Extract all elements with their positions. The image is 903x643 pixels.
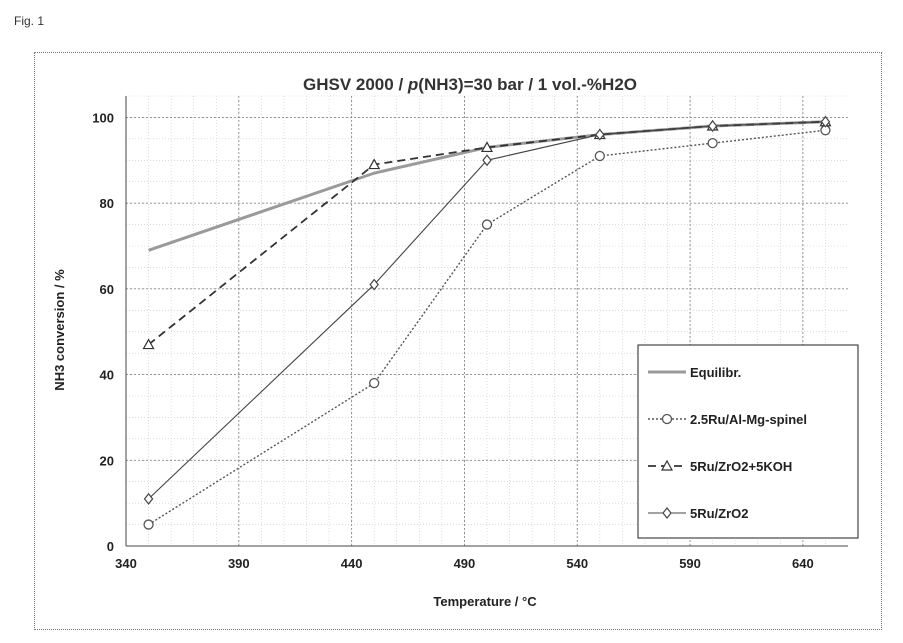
data-point [483, 220, 492, 229]
legend-label: 5Ru/ZrO2+5KOH [690, 459, 792, 474]
legend-label: 2.5Ru/Al-Mg-spinel [690, 412, 807, 427]
legend: Equilibr. 2.5Ru/Al-Mg-spinel 5Ru/ZrO2+5KOH… [638, 345, 858, 538]
series-3 [144, 117, 831, 349]
line-chart: GHSV 2000 / p(NH3)=30 bar / 1 vol.-%H2O … [0, 0, 903, 643]
data-point [144, 520, 153, 529]
x-tick-label: 440 [341, 556, 363, 571]
x-tick-label: 640 [792, 556, 814, 571]
y-tick-label: 80 [100, 196, 114, 211]
x-axis-label: Temperature / °C [433, 594, 537, 609]
y-tick-label: 60 [100, 282, 114, 297]
x-tick-label: 590 [679, 556, 701, 571]
data-point [708, 139, 717, 148]
x-tick-label: 340 [115, 556, 137, 571]
data-point [663, 415, 672, 424]
legend-label: 5Ru/ZrO2 [690, 506, 749, 521]
y-axis-label: NH3 conversion / % [52, 269, 67, 391]
y-tick-label: 0 [107, 539, 114, 554]
data-point [145, 494, 153, 504]
data-point [370, 379, 379, 388]
x-tick-label: 540 [566, 556, 588, 571]
y-tick-label: 100 [92, 110, 114, 125]
x-tick-label: 490 [454, 556, 476, 571]
y-tick-label: 20 [100, 453, 114, 468]
y-tick-label: 40 [100, 368, 114, 383]
legend-label: Equilibr. [690, 365, 741, 380]
x-tick-label: 390 [228, 556, 250, 571]
data-point [595, 152, 604, 161]
chart-title: GHSV 2000 / p(NH3)=30 bar / 1 vol.-%H2O [303, 75, 637, 94]
